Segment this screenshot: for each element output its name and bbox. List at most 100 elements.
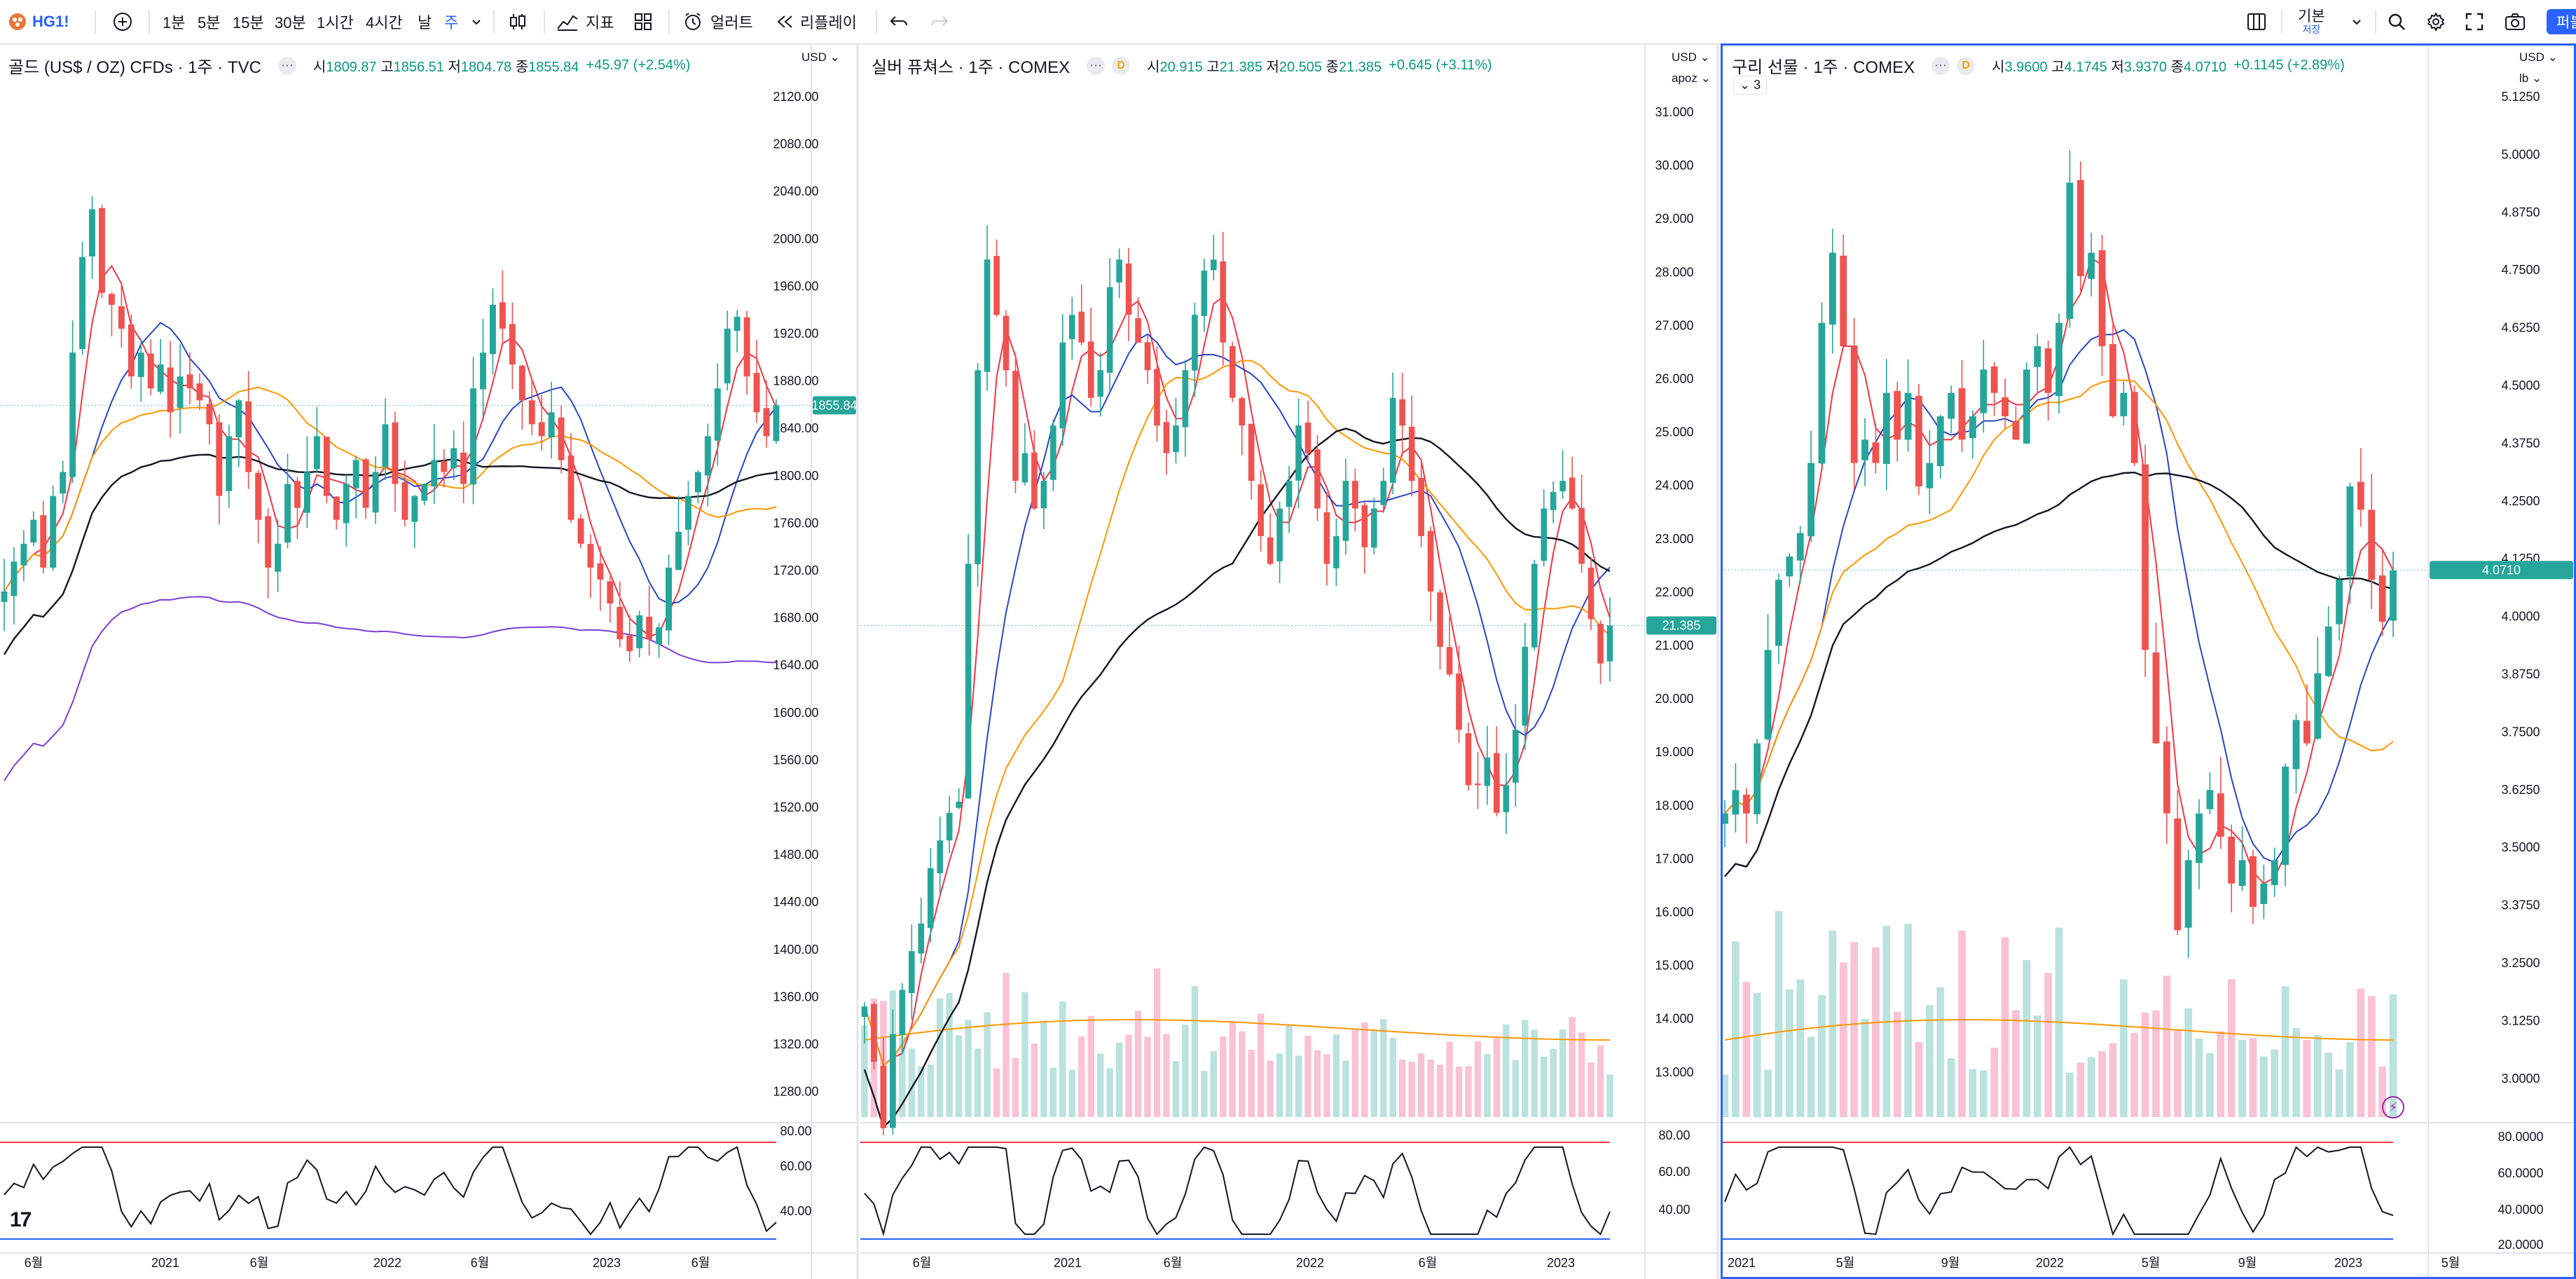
candle-body <box>1135 318 1141 343</box>
symbol-logo-icon <box>9 13 26 30</box>
silver-legend-more-icon[interactable]: ⋯ <box>1087 56 1106 75</box>
price-axis-label: 1320.00 <box>773 1037 818 1051</box>
volume-bar <box>1257 1013 1265 1117</box>
compare-symbol-button[interactable] <box>112 0 133 43</box>
candle-body <box>382 424 389 467</box>
volume-bar <box>1742 982 1751 1117</box>
volume-bar <box>1569 1017 1576 1117</box>
volume-bar <box>2044 973 2052 1117</box>
timeframe-day[interactable]: 날 <box>418 14 432 32</box>
timeframe-dropdown[interactable] <box>471 0 482 43</box>
candle-body <box>1220 261 1227 343</box>
volume-bar <box>2335 1069 2343 1117</box>
silver-delay-badge[interactable]: D <box>1112 56 1131 75</box>
chart-pane-copper[interactable]: 5.1250 5.0000 4.8750 4.7500 4.6250 4.5000 4.37… <box>1721 45 2576 1279</box>
candle-body <box>1380 481 1387 505</box>
replay-button[interactable]: 리플레이 <box>775 0 857 43</box>
timeframe-4h[interactable]: 4시간 <box>366 14 403 32</box>
gold-chart-canvas[interactable]: 2120.00 2080.00 2040.00 2000.00 1960.00 1920.… <box>0 45 859 1279</box>
timeframe-5m[interactable]: 5분 <box>198 14 221 32</box>
publish-button[interactable]: 퍼블 <box>2547 9 2576 34</box>
volume-bar <box>937 998 944 1117</box>
layouts-button[interactable] <box>633 0 653 43</box>
candle-body <box>2303 720 2310 744</box>
timeframe-1m[interactable]: 1분 <box>163 14 186 32</box>
snapshot-button[interactable] <box>2504 0 2526 43</box>
volume-bar <box>2303 1039 2311 1117</box>
candle-body <box>1342 481 1349 541</box>
silver-unit-select[interactable]: apoz ⌄ <box>1672 71 1711 85</box>
gold-legend-more-icon[interactable]: ⋯ <box>277 56 296 75</box>
search-button[interactable] <box>2386 0 2407 43</box>
candle-body <box>2142 464 2149 650</box>
silver-chart-canvas[interactable]: 31.000 30.000 29.000 28.000 27.000 26.000 25.0… <box>860 45 1719 1279</box>
redo-button[interactable] <box>929 0 950 43</box>
candle-body <box>1211 259 1217 271</box>
price-axis-label: 1440.00 <box>773 895 818 909</box>
candle-body <box>675 531 682 570</box>
symbol-search-button[interactable]: HG1! <box>8 0 69 43</box>
chart-pane-gold[interactable]: 2120.00 2080.00 2040.00 2000.00 1960.00 1920.… <box>0 45 859 1279</box>
layout-select-button[interactable] <box>2246 0 2267 43</box>
candle-body <box>1078 311 1085 343</box>
copper-delay-badge[interactable]: D <box>1957 56 1976 75</box>
layout-menu-dropdown[interactable] <box>2351 0 2362 43</box>
timeframe-1h[interactable]: 1시간 <box>317 14 354 32</box>
candle-body <box>2174 818 2182 931</box>
candle-body <box>1314 449 1321 509</box>
candle-body <box>2390 570 2397 621</box>
candle-body <box>2109 344 2116 416</box>
price-axis-label: 1760.00 <box>773 516 818 530</box>
candle-body <box>30 519 37 542</box>
fullscreen-icon <box>2465 13 2484 31</box>
candle-body <box>2055 322 2062 397</box>
timeframe-week[interactable]: 주 <box>444 14 459 32</box>
copper-unit-select[interactable]: lb ⌄ <box>2519 71 2542 85</box>
gold-currency-select[interactable]: USD ⌄ <box>801 50 840 64</box>
price-axis-label: 2040.00 <box>773 184 818 198</box>
candle-body <box>2184 860 2192 928</box>
chart-pane-silver[interactable]: 31.000 30.000 29.000 28.000 27.000 26.000 25.0… <box>860 45 1719 1279</box>
candle-body <box>724 329 731 384</box>
candle-body <box>518 365 525 401</box>
volume-bar <box>1276 1053 1283 1117</box>
indicators-button[interactable]: 지표 <box>556 0 614 43</box>
candle-body <box>480 353 486 390</box>
candle-body <box>352 460 359 488</box>
copper-chart-canvas[interactable]: 5.1250 5.0000 4.8750 4.7500 4.6250 4.5000 4.37… <box>1721 45 2576 1279</box>
candle-body <box>1239 398 1246 426</box>
timeframe-15m[interactable]: 15분 <box>233 14 264 32</box>
candle-body <box>1569 477 1576 509</box>
undo-button[interactable] <box>888 0 909 43</box>
timeframe-30m[interactable]: 30분 <box>275 14 306 32</box>
tradingview-logo[interactable]: 17 <box>10 1208 32 1231</box>
volume-bar <box>2206 1053 2214 1117</box>
silver-currency-select[interactable]: USD ⌄ <box>1672 50 1710 64</box>
volume-bar <box>2367 996 2376 1117</box>
chart-type-button[interactable] <box>507 0 528 43</box>
candle-body <box>1969 416 1976 439</box>
indicator-collapse-toggle[interactable]: ⌄ 3 <box>1733 76 1768 95</box>
candle-body <box>1915 395 1922 486</box>
candle-body <box>974 370 981 565</box>
volume-bar <box>1531 1030 1538 1117</box>
settings-button[interactable] <box>2425 0 2446 43</box>
candle-body <box>2012 420 2020 440</box>
volume-bar <box>2163 976 2171 1117</box>
candle-body <box>899 990 906 1035</box>
copper-currency-select[interactable]: USD ⌄ <box>2519 50 2558 64</box>
lightning-icon[interactable]: ⚡ <box>2382 1096 2404 1119</box>
price-axis-label: 21.000 <box>1655 638 1693 652</box>
alert-button[interactable]: 얼러트 <box>682 0 753 43</box>
candle-body <box>1936 416 1944 467</box>
price-axis-label: 24.000 <box>1655 479 1693 493</box>
copper-legend-more-icon[interactable]: ⋯ <box>1931 56 1950 75</box>
ma-purple-line <box>4 596 777 781</box>
fullscreen-button[interactable] <box>2465 0 2484 43</box>
toolbar-divider <box>493 10 495 34</box>
candle-body <box>1163 422 1170 453</box>
rsi-axis-label: 80.0000 <box>2498 1130 2543 1144</box>
save-layout-button[interactable]: 기본 저장 <box>2298 0 2325 43</box>
volume-bar <box>1559 1030 1566 1117</box>
price-axis-label: 3.1250 <box>2501 1013 2540 1027</box>
